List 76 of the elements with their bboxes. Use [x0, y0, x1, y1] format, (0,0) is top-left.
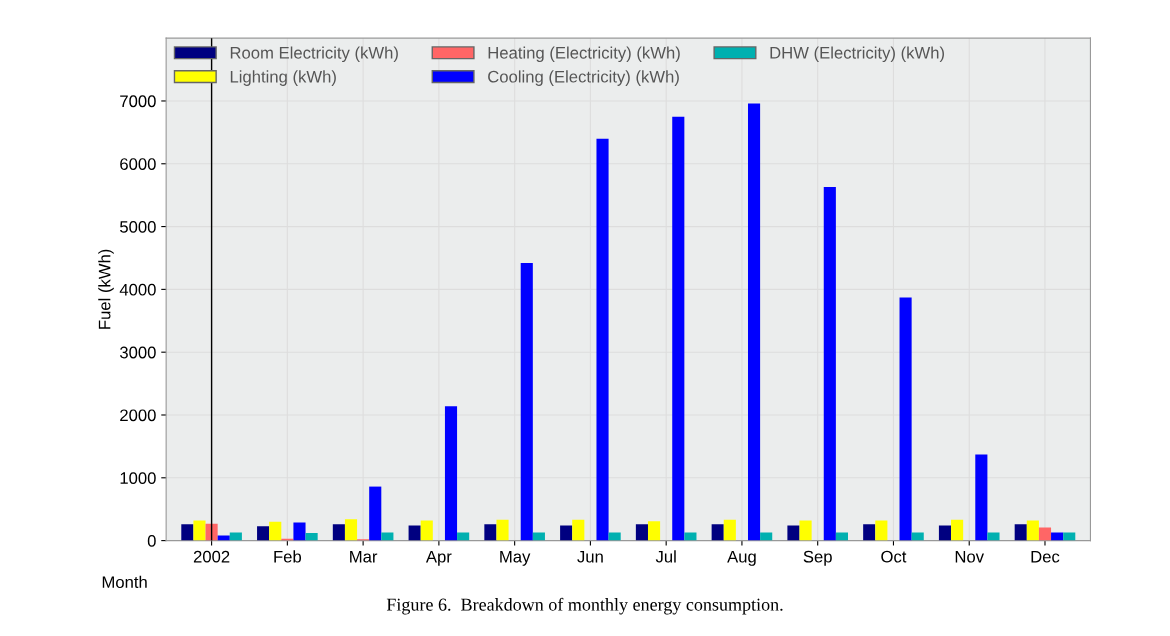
bar: [560, 525, 573, 541]
bar: [420, 520, 433, 541]
bar: [305, 533, 318, 541]
bar: [608, 532, 621, 541]
bar: [520, 263, 533, 541]
bar: [647, 521, 661, 541]
bar: [269, 521, 282, 541]
bar: [951, 519, 964, 541]
x-tick-label: May: [500, 550, 531, 566]
bar: [293, 522, 306, 541]
y-tick-label: 5000: [120, 220, 156, 233]
bar: [596, 138, 609, 541]
bar: [672, 116, 685, 541]
bar: [181, 524, 194, 541]
x-tick-label: Apr: [425, 550, 452, 566]
bar: [863, 524, 876, 541]
y-tick-label: 6000: [120, 158, 156, 170]
caption: Figure 6. Breakdown of monthly energy consumption.: [386, 597, 783, 615]
bar: [899, 297, 912, 541]
bar: [484, 524, 497, 541]
bar: [381, 532, 394, 541]
y-tick-label: 4000: [119, 283, 156, 296]
x-tick-label: Nov: [955, 550, 984, 563]
bar: [938, 525, 952, 541]
bar: [875, 520, 888, 541]
bar: [1014, 524, 1027, 541]
bar: [723, 519, 736, 541]
x-tick-label: Sep: [803, 550, 832, 566]
bar: [1063, 532, 1076, 541]
legend-label: Room Electricity (kWh): [230, 46, 398, 63]
y-tick-label: 1000: [120, 472, 156, 484]
bar: [193, 520, 206, 541]
x-tick-label: 2002: [193, 550, 230, 563]
bar: [1038, 527, 1052, 541]
bar: [572, 519, 585, 541]
x-tick-label: Oct: [881, 550, 907, 563]
bar: [369, 486, 382, 541]
bar: [229, 532, 242, 541]
y-axis-title: Fuel (kWh): [98, 249, 114, 329]
x-axis-title: Month: [102, 575, 147, 589]
bar: [1051, 532, 1064, 541]
bar: [747, 103, 761, 541]
x-tick-label: Jun: [577, 550, 603, 563]
bar: [332, 524, 345, 541]
y-tick-label: 0: [147, 535, 156, 547]
legend-label: Heating (Electricity) (kWh): [488, 46, 680, 63]
bar: [835, 532, 848, 541]
bar: [911, 532, 924, 541]
bar: [1026, 520, 1039, 541]
bar: [987, 532, 1000, 541]
bar: [496, 519, 509, 541]
legend-label: Cooling (Electricity) (kWh): [488, 70, 679, 86]
bar: [823, 187, 836, 541]
bar: [787, 525, 800, 541]
legend-label: Lighting (kWh): [230, 70, 336, 86]
y-tick-label: 7000: [120, 95, 156, 108]
x-tick-label: Jul: [655, 550, 676, 563]
x-tick-label: Aug: [727, 550, 756, 566]
y-tick-label: 3000: [119, 346, 156, 359]
bar: [975, 454, 988, 541]
bar: [711, 524, 724, 541]
bar: [344, 519, 358, 541]
bar: [532, 532, 545, 541]
bar: [444, 406, 458, 541]
bar: [635, 524, 648, 541]
x-tick-label: Mar: [350, 550, 378, 563]
bar: [799, 520, 812, 541]
bar: [684, 532, 697, 541]
x-tick-label: Feb: [274, 550, 302, 563]
y-tick-label: 2000: [120, 409, 156, 422]
bar: [457, 532, 470, 541]
x-tick-label: Dec: [1031, 550, 1060, 563]
bar: [257, 526, 270, 541]
bar: [760, 532, 773, 541]
bar: [408, 525, 421, 541]
legend-label: DHW (Electricity) (kWh): [770, 46, 944, 63]
